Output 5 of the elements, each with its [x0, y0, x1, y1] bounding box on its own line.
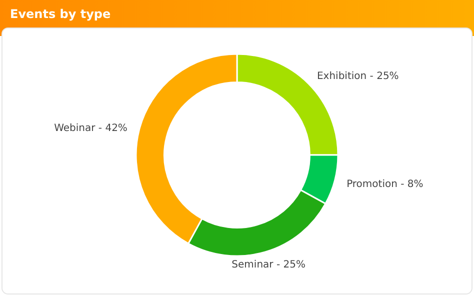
slice-label: Exhibition - 25%: [316, 71, 399, 82]
slice-label: Promotion - 8%: [346, 179, 424, 190]
slice-label: Seminar - 25%: [232, 260, 306, 271]
slice-label: Webinar - 42%: [54, 122, 128, 134]
chart-title: Events by type: [10, 7, 111, 21]
